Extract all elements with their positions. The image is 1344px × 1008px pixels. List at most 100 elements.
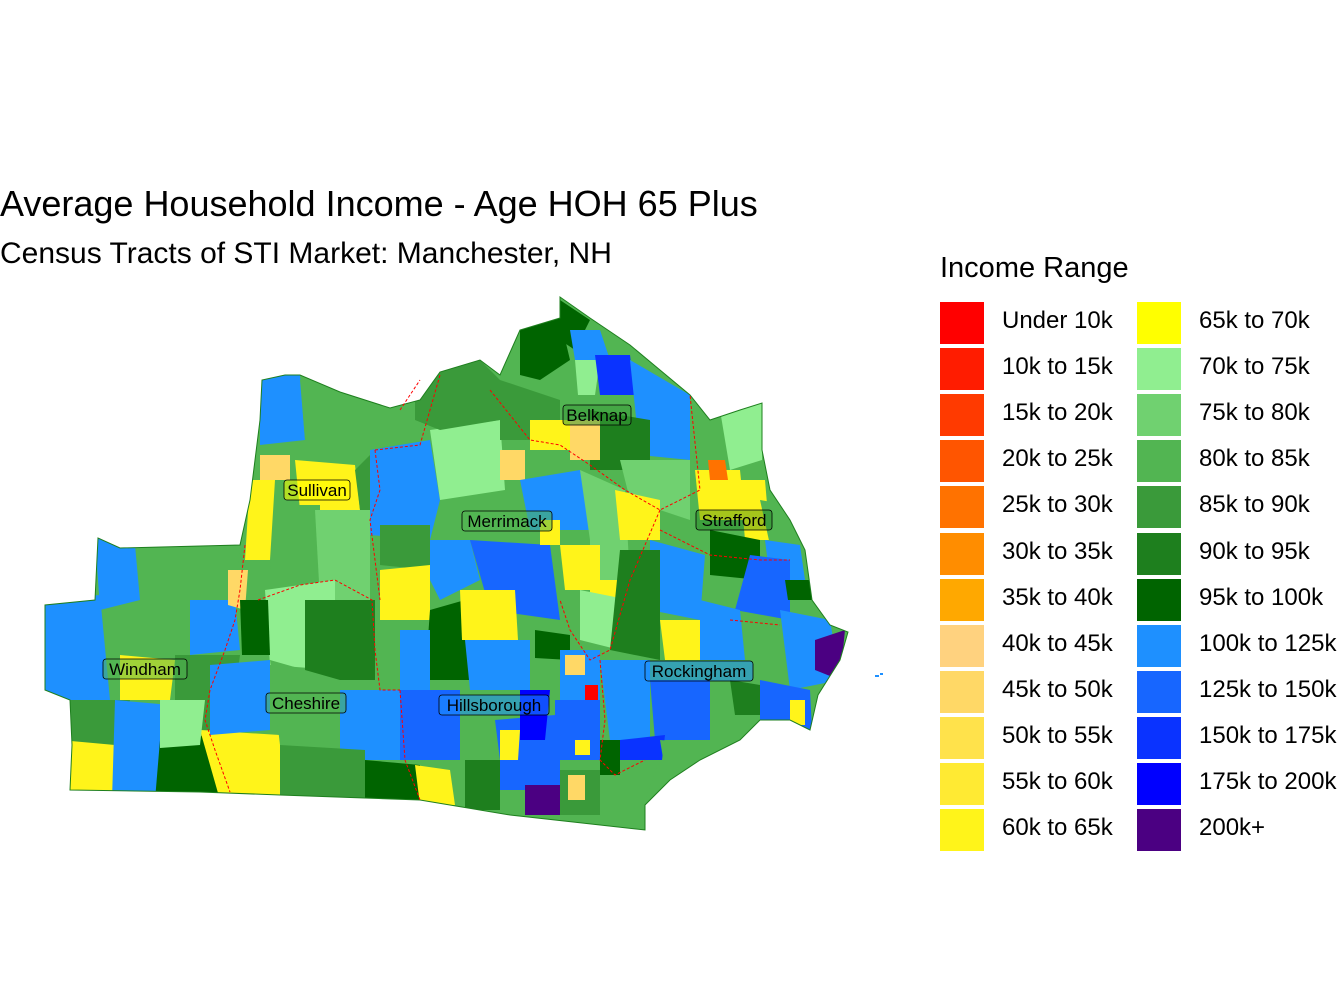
svg-text:Belknap: Belknap — [566, 406, 627, 425]
county-label-rockingham: Rockingham — [644, 660, 754, 682]
legend-swatch — [1137, 486, 1181, 529]
legend-label: 85k to 90k — [1199, 491, 1310, 519]
tract — [785, 580, 812, 600]
tract — [245, 480, 275, 560]
legend-label: 175k to 200k — [1199, 768, 1337, 795]
tract — [160, 700, 205, 748]
tract — [300, 380, 410, 440]
tract — [610, 550, 660, 660]
tract — [560, 300, 590, 350]
county-boundary — [369, 449, 381, 601]
legend-label: 60k to 65k — [1002, 814, 1113, 842]
tract — [460, 590, 518, 640]
legend-label: 95k to 100k — [1199, 583, 1324, 611]
county-boundary — [599, 659, 646, 776]
legend-label: 75k to 80k — [1199, 399, 1310, 427]
legend-swatch — [1137, 624, 1181, 667]
tract — [415, 765, 455, 805]
legend-swatch — [940, 624, 984, 667]
svg-text:Windham: Windham — [109, 660, 181, 679]
tract — [600, 660, 650, 740]
tract — [380, 565, 430, 620]
tract — [155, 735, 220, 800]
tract — [570, 330, 610, 360]
tract — [730, 680, 760, 715]
legend-swatch — [1137, 348, 1181, 391]
tract — [190, 600, 240, 655]
tract — [500, 730, 520, 760]
legend-swatch — [940, 763, 984, 805]
tract — [260, 455, 290, 480]
legend-label: 35k to 40k — [1002, 583, 1113, 611]
tract — [150, 548, 240, 605]
tract — [568, 775, 585, 800]
legend-label: 80k to 85k — [1199, 445, 1310, 473]
tract — [425, 600, 470, 680]
map-title: Average Household Income - Age HOH 65 Pl… — [0, 183, 758, 224]
legend-swatch — [940, 670, 984, 713]
county-boundary — [729, 619, 781, 626]
county-boundary — [257, 579, 400, 691]
legend-label: 100k to 125k — [1199, 629, 1337, 657]
map-subtitle: Census Tracts of STI Market: Manchester,… — [0, 237, 612, 270]
tract — [680, 625, 700, 650]
county-labels: Sullivan Belknap Merrimack Strafford Win… — [102, 404, 773, 716]
legend-title: Income Range — [940, 252, 1129, 284]
legend-swatch — [1137, 670, 1181, 713]
tract — [260, 375, 305, 445]
legend-label: 150k to 175k — [1199, 721, 1337, 749]
county-label-cheshire: Cheshire — [265, 692, 347, 714]
county-label-sullivan: Sullivan — [283, 479, 351, 501]
tract — [650, 540, 705, 620]
tract — [600, 740, 620, 775]
county-label-merrimack: Merrimack — [461, 510, 553, 532]
legend-swatch — [940, 716, 984, 759]
county-label-strafford: Strafford — [695, 509, 773, 531]
tract — [615, 490, 660, 540]
tract — [575, 740, 590, 755]
tract — [210, 660, 270, 735]
tract — [430, 420, 505, 500]
svg-text:Cheshire: Cheshire — [272, 694, 340, 713]
tract — [305, 600, 375, 680]
legend-label: 125k to 150k — [1199, 675, 1337, 703]
tract — [45, 595, 110, 700]
tract — [430, 540, 480, 600]
county-label-windham: Windham — [102, 658, 188, 680]
tract — [560, 545, 600, 590]
tract — [365, 760, 420, 805]
legend-label: Under 10k — [1002, 307, 1113, 334]
tract — [95, 535, 140, 610]
tract — [790, 700, 805, 725]
islands — [875, 673, 883, 677]
tract — [465, 640, 530, 690]
tract — [620, 735, 665, 760]
tract — [570, 420, 600, 460]
tract — [525, 785, 560, 815]
legend-label: 50k to 55k — [1002, 721, 1113, 749]
legend-swatch — [940, 440, 984, 483]
tract — [500, 760, 560, 790]
legend-label: 65k to 70k — [1199, 307, 1310, 334]
county-boundaries — [204, 374, 790, 801]
legend-label: 30k to 35k — [1002, 537, 1113, 565]
legend-label: 15k to 20k — [1002, 399, 1113, 427]
tract — [565, 655, 585, 675]
legend-label: 200k+ — [1199, 814, 1266, 842]
legend-swatch — [940, 302, 984, 344]
tract — [340, 690, 400, 760]
legend-swatch — [1137, 394, 1181, 437]
legend-swatch — [1137, 809, 1181, 852]
tract — [400, 630, 430, 690]
tract — [380, 525, 430, 570]
tract — [465, 760, 500, 810]
legend-swatch — [1137, 716, 1181, 759]
legend-label: 10k to 15k — [1002, 353, 1113, 381]
tract — [708, 460, 728, 480]
tract — [650, 680, 710, 740]
tract — [112, 700, 170, 800]
legend-swatch — [940, 486, 984, 529]
legend-label: 20k to 25k — [1002, 445, 1113, 473]
legend-label: 90k to 95k — [1199, 537, 1310, 565]
county-boundary — [659, 529, 790, 561]
